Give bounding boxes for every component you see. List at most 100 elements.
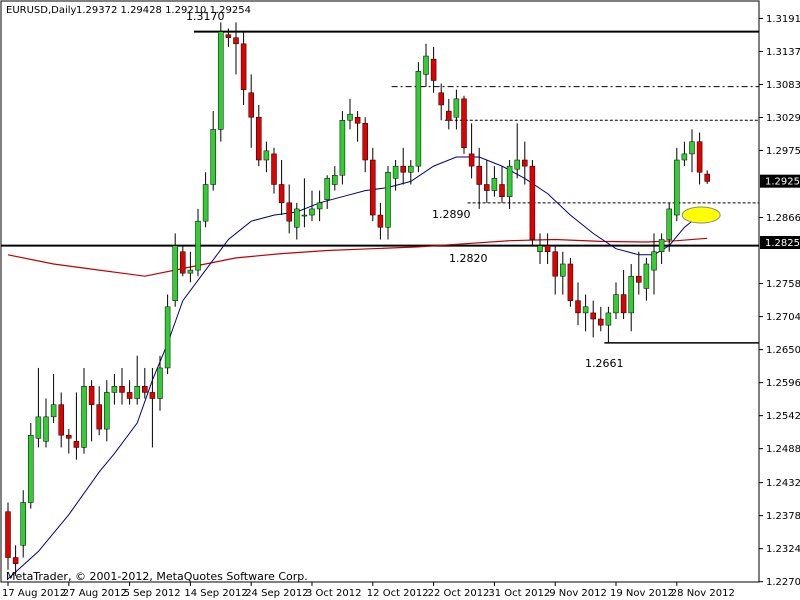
- candle: [446, 98, 452, 130]
- ohlc-header: 1.29372 1.29428 1.29210 1.29254: [76, 5, 251, 16]
- candle: [286, 184, 292, 234]
- candle: [142, 367, 148, 399]
- bull-candle-body: [20, 502, 26, 546]
- bear-candle-body: [248, 92, 254, 118]
- bear-candle-body: [256, 116, 262, 161]
- slow-moving-average: [7, 237, 708, 277]
- candle: [271, 147, 277, 194]
- candlesticks: [5, 22, 710, 576]
- candle: [134, 355, 140, 405]
- candle: [111, 374, 118, 405]
- bear-candle-body: [5, 511, 11, 558]
- y-tick-label: 1.30835: [766, 80, 800, 91]
- bull-candle-body: [582, 306, 589, 314]
- bear-candle-body: [529, 165, 536, 240]
- bear-candle-body: [484, 184, 490, 191]
- bull-candle-body: [537, 245, 543, 252]
- x-tick-label: 22 Oct 2012: [428, 588, 490, 599]
- candle: [88, 380, 95, 442]
- x-tick-label: 24 Sep 2012: [245, 588, 308, 599]
- x-tick-label: 5 Sep 2012: [124, 588, 181, 599]
- candle: [35, 367, 42, 448]
- candle: [58, 392, 64, 448]
- bull-candle-body: [309, 208, 315, 216]
- bear-candle-body: [119, 386, 125, 393]
- annotation-1-2820: 1.2820: [449, 252, 488, 265]
- bear-candle-body: [354, 116, 361, 124]
- y-tick-label: 1.24880: [766, 444, 800, 455]
- bear-candle-body: [88, 386, 95, 405]
- candle: [316, 190, 323, 222]
- bear-candle-body: [430, 58, 437, 81]
- candle: [96, 386, 102, 436]
- candle: [499, 166, 505, 203]
- candle: [195, 208, 201, 277]
- candle: [354, 111, 361, 142]
- candle: [301, 178, 308, 228]
- bull-candle-body: [43, 416, 49, 442]
- bear-candle-body: [225, 34, 232, 38]
- candle: [119, 367, 125, 405]
- candle: [681, 141, 688, 167]
- bear-candle-body: [73, 441, 80, 448]
- x-tick-label: 19 Nov 2012: [610, 588, 674, 599]
- candle: [560, 251, 566, 295]
- y-tick-label: 1.22705: [766, 577, 800, 588]
- annotation-1-3170: 1.3170: [186, 10, 225, 23]
- candle: [605, 306, 612, 344]
- candle: [400, 147, 406, 185]
- y-tick-label: 1.23785: [766, 511, 800, 522]
- bear-candle-body: [704, 173, 710, 182]
- y-tick-label: 1.26500: [766, 345, 800, 356]
- bear-candle-body: [590, 312, 596, 320]
- candle: [651, 233, 657, 295]
- candle: [461, 95, 467, 154]
- x-tick-label: 14 Sep 2012: [184, 588, 247, 599]
- bull-candle-body: [294, 208, 300, 228]
- bull-candle-body: [104, 392, 110, 430]
- bear-candle-body: [240, 43, 247, 90]
- symbol-header: EURUSD,Daily: [6, 5, 77, 16]
- bull-candle-body: [560, 263, 566, 277]
- candle: [225, 28, 232, 47]
- y-tick-label: 1.27040: [766, 312, 800, 323]
- x-tick-label: 3 Oct 2012: [306, 588, 361, 599]
- candle: [332, 166, 338, 191]
- bull-candle-body: [408, 165, 414, 173]
- candle: [537, 233, 543, 264]
- bear-candle-body: [499, 184, 505, 197]
- candle: [324, 175, 330, 209]
- bear-candle-body: [180, 251, 186, 274]
- bull-candle-body: [316, 202, 323, 210]
- bull-candle-body: [35, 416, 42, 439]
- candle: [157, 355, 163, 411]
- candle: [696, 132, 703, 185]
- bull-candle-body: [134, 386, 140, 399]
- candle: [362, 117, 368, 173]
- bull-candle-body: [324, 178, 330, 201]
- candle: [126, 380, 133, 405]
- candle: [544, 233, 551, 264]
- bear-candle-body: [96, 404, 102, 430]
- x-tick-label: 12 Oct 2012: [367, 588, 429, 599]
- candle: [81, 367, 87, 454]
- bear-candle-body: [567, 263, 574, 301]
- bear-candle-body: [286, 202, 292, 222]
- candle: [476, 147, 482, 209]
- candle: [210, 111, 216, 191]
- bear-candle-body: [142, 386, 148, 393]
- candle: [256, 104, 262, 167]
- candle: [552, 245, 558, 295]
- moving-averages: [7, 156, 708, 580]
- x-tick-label: 9 Nov 2012: [549, 588, 607, 599]
- candle: [522, 141, 528, 185]
- candle: [392, 160, 399, 191]
- bear-candle-body: [370, 159, 376, 216]
- candle: [506, 160, 513, 209]
- bear-candle-body: [575, 300, 581, 314]
- bull-candle-body: [187, 269, 194, 274]
- annotation-1-2890: 1.2890: [432, 208, 471, 221]
- bear-candle-body: [126, 392, 133, 399]
- bull-candle-body: [643, 263, 650, 289]
- y-tick-label: 1.29755: [766, 146, 800, 157]
